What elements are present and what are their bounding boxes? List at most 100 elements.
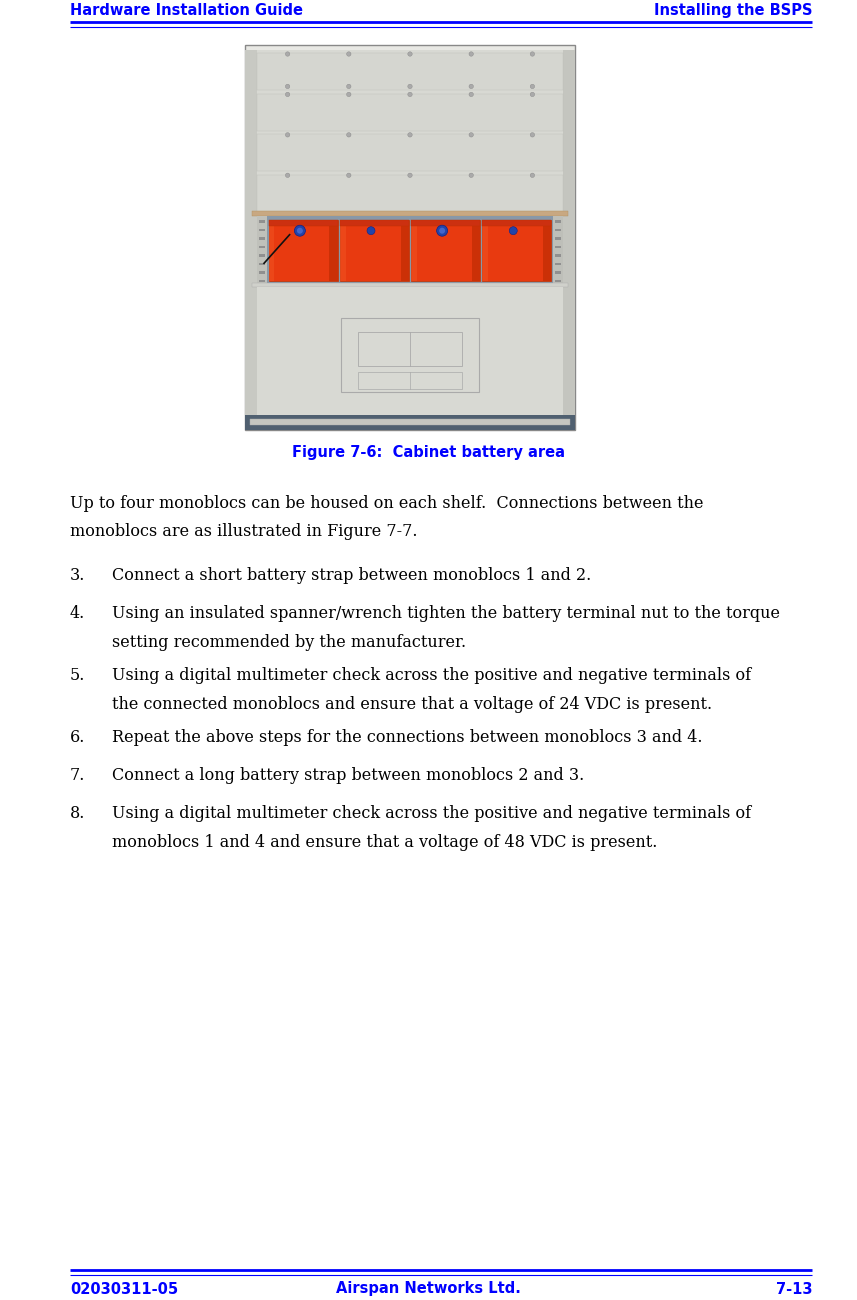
Text: 7.: 7. [70, 767, 86, 784]
Bar [555, 238, 561, 240]
Circle shape [436, 225, 447, 237]
Bar [259, 238, 265, 240]
Text: 3.: 3. [70, 568, 86, 585]
Text: Up to four monoblocs can be housed on each shelf.  Connections between the: Up to four monoblocs can be housed on ea… [70, 495, 704, 512]
Circle shape [346, 92, 351, 96]
Text: setting recommended by the manufacturer.: setting recommended by the manufacturer. [112, 634, 466, 651]
Circle shape [408, 173, 412, 178]
Circle shape [285, 92, 290, 96]
Bar [411, 220, 417, 281]
Bar [259, 255, 265, 257]
Text: Airspan Networks Ltd.: Airspan Networks Ltd. [336, 1282, 521, 1296]
Text: Hardware Installation Guide: Hardware Installation Guide [70, 3, 303, 18]
Text: Connect a short battery strap between monoblocs 1 and 2.: Connect a short battery strap between mo… [112, 568, 591, 585]
Bar [542, 220, 551, 281]
Bar [411, 220, 480, 281]
Text: Installing the BSPS: Installing the BSPS [654, 3, 812, 18]
Circle shape [530, 92, 535, 96]
Text: 6.: 6. [70, 729, 86, 746]
Bar [482, 220, 551, 281]
Bar [269, 220, 338, 226]
Bar [252, 211, 568, 216]
Bar [252, 283, 568, 287]
Circle shape [509, 226, 518, 235]
Text: monoblocs are as illustrated in Figure 7-7.: monoblocs are as illustrated in Figure 7… [70, 524, 417, 541]
Bar [269, 220, 274, 281]
Bar [257, 216, 563, 283]
Bar [471, 220, 480, 281]
Circle shape [530, 52, 535, 56]
Bar [411, 220, 480, 226]
Bar [555, 280, 561, 282]
Bar [257, 49, 563, 422]
Circle shape [530, 133, 535, 136]
Text: Using an insulated spanner/wrench tighten the battery terminal nut to the torque: Using an insulated spanner/wrench tighte… [112, 606, 780, 623]
Bar [340, 220, 409, 226]
Circle shape [346, 84, 351, 88]
Bar [245, 49, 257, 422]
Circle shape [469, 52, 473, 56]
Bar [257, 53, 563, 91]
Bar [245, 46, 575, 430]
Bar [482, 220, 551, 226]
Circle shape [408, 84, 412, 88]
Circle shape [285, 133, 290, 136]
Text: Using a digital multimeter check across the positive and negative terminals of: Using a digital multimeter check across … [112, 667, 751, 685]
Bar [257, 287, 563, 422]
Bar [340, 220, 409, 281]
Circle shape [469, 84, 473, 88]
Circle shape [285, 52, 290, 56]
Bar [555, 272, 561, 274]
Circle shape [295, 225, 305, 237]
Circle shape [439, 227, 445, 234]
Circle shape [346, 52, 351, 56]
Bar [358, 333, 462, 365]
Text: monoblocs 1 and 4 and ensure that a voltage of 48 VDC is present.: monoblocs 1 and 4 and ensure that a volt… [112, 835, 657, 852]
Bar [259, 280, 265, 282]
Circle shape [285, 84, 290, 88]
Bar [257, 216, 267, 283]
Text: 8.: 8. [70, 806, 86, 823]
Text: Repeat the above steps for the connections between monoblocs 3 and 4.: Repeat the above steps for the connectio… [112, 729, 703, 746]
Bar [555, 263, 561, 265]
Bar [250, 419, 570, 425]
Bar [340, 220, 345, 281]
Text: 02030311-05: 02030311-05 [70, 1282, 178, 1296]
Circle shape [346, 133, 351, 136]
Bar [553, 216, 563, 283]
Bar [257, 94, 563, 131]
Bar [563, 49, 575, 422]
Circle shape [367, 226, 375, 235]
Circle shape [469, 92, 473, 96]
Bar [257, 174, 563, 212]
Text: 4.: 4. [70, 606, 85, 623]
Bar [257, 49, 563, 212]
Text: the connected monoblocs and ensure that a voltage of 24 VDC is present.: the connected monoblocs and ensure that … [112, 696, 712, 712]
Text: 7-13: 7-13 [776, 1282, 812, 1296]
Bar [259, 246, 265, 248]
Bar [482, 220, 488, 281]
Text: Connect a long battery strap between monoblocs 2 and 3.: Connect a long battery strap between mon… [112, 767, 584, 784]
Text: Figure 7-6:  Cabinet battery area: Figure 7-6: Cabinet battery area [292, 445, 565, 460]
Bar [555, 221, 561, 224]
Bar [259, 229, 265, 231]
Circle shape [408, 92, 412, 96]
Bar [555, 229, 561, 231]
Circle shape [408, 52, 412, 56]
Circle shape [469, 173, 473, 178]
Circle shape [408, 133, 412, 136]
Bar [555, 255, 561, 257]
Bar [400, 220, 409, 281]
Bar [555, 246, 561, 248]
Bar [257, 134, 563, 172]
Text: Using a digital multimeter check across the positive and negative terminals of: Using a digital multimeter check across … [112, 806, 751, 823]
Bar [259, 263, 265, 265]
Circle shape [297, 227, 303, 234]
Bar [269, 220, 338, 281]
Bar [259, 221, 265, 224]
Bar [259, 272, 265, 274]
Text: 5.: 5. [70, 667, 86, 685]
Circle shape [346, 173, 351, 178]
Bar [329, 220, 338, 281]
Circle shape [530, 84, 535, 88]
